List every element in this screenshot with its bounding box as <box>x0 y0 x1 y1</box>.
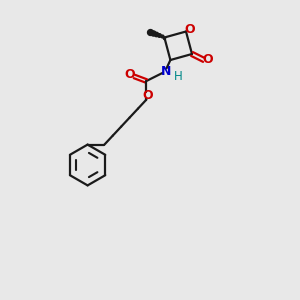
Text: O: O <box>184 22 195 36</box>
Text: H: H <box>174 70 183 83</box>
Text: O: O <box>202 53 213 66</box>
Text: N: N <box>161 65 171 78</box>
Text: O: O <box>124 68 135 81</box>
Text: O: O <box>142 89 153 102</box>
